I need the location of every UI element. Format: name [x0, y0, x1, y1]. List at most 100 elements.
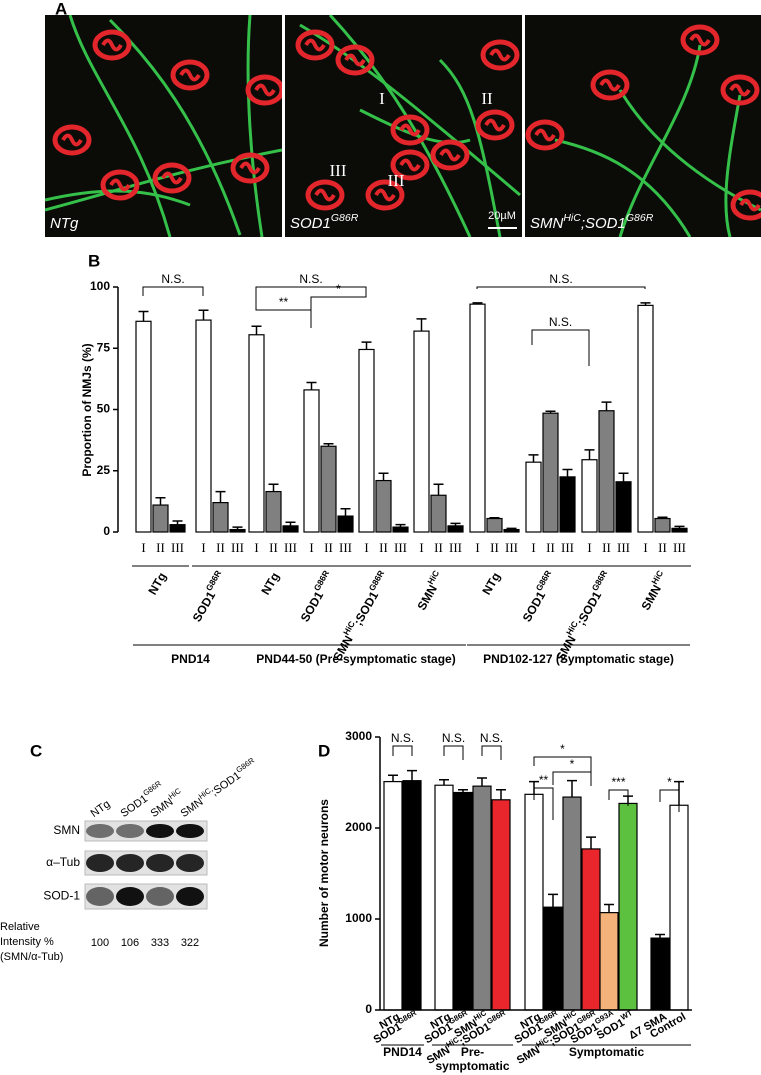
stage-label: PND102-127 (Symptomatic stage): [483, 652, 674, 666]
x-tick-label: SMNHiC: [412, 569, 447, 613]
intensity-value: 322: [181, 937, 199, 949]
bar: [559, 476, 576, 533]
x-tick-label: NTg: [259, 570, 283, 597]
significance-label: N.S.: [391, 731, 414, 745]
error-bar: [198, 309, 209, 321]
nmj: [295, 29, 335, 61]
blot-band: [116, 824, 144, 838]
significance-bracket: [255, 297, 312, 328]
nmj: [61, 133, 83, 147]
bar: [375, 479, 392, 533]
intensity-label: (SMN/α-Tub): [0, 951, 63, 963]
nmj: [92, 29, 132, 61]
bar: [402, 780, 422, 1011]
error-bar: [361, 341, 372, 350]
series-label: III: [617, 540, 630, 555]
nmj: [730, 189, 761, 221]
bar: [599, 912, 619, 1011]
nmj: [390, 149, 430, 181]
column-label-part: G86R: [234, 755, 256, 774]
bar: [229, 528, 246, 533]
axon: [554, 138, 692, 237]
nmj: [161, 171, 183, 185]
image-label-part: SMN: [530, 215, 564, 232]
nmj: [52, 124, 92, 156]
blot-band: [116, 854, 144, 872]
error-bar: [601, 401, 612, 411]
column-label-part: HiC: [167, 786, 183, 801]
panel-letter: D: [318, 741, 330, 760]
y-axis-title: Number of motor neurons: [317, 799, 331, 947]
series-label: III: [449, 540, 462, 555]
x-tick-label-part: G86R: [312, 569, 332, 593]
image-label-part: G86R: [331, 212, 359, 224]
significance-bracket: [531, 329, 590, 366]
x-tick-label-part: SOD1: [520, 589, 549, 625]
nmj: [534, 128, 556, 142]
image-label: SMNHiC;SOD1G86R: [530, 212, 654, 232]
nmj: [335, 44, 375, 76]
series-label: I: [531, 540, 535, 555]
nmj: [374, 188, 396, 202]
axon: [246, 15, 264, 237]
significance-label: N.S.: [480, 731, 503, 745]
nmj: [344, 53, 366, 67]
series-label: III: [394, 540, 407, 555]
bar: [447, 525, 464, 533]
nmj: [680, 24, 720, 56]
nmj: [689, 33, 711, 47]
error-bar: [439, 779, 449, 786]
image-label: SOD1G86R: [290, 212, 359, 232]
nmj: [599, 78, 621, 92]
intensity-value: 106: [121, 937, 139, 949]
error-bar: [407, 769, 417, 781]
micrograph-content: [45, 15, 282, 237]
stage-label: PND44-50 (Pre-symptomatic stage): [256, 652, 455, 666]
axon: [45, 189, 191, 207]
intensity-label: Relative: [0, 921, 40, 933]
series-label: II: [156, 540, 165, 555]
column-label: NTg: [89, 798, 113, 820]
series-label: II: [216, 540, 225, 555]
nmj-class-label: I: [379, 89, 385, 108]
series-label: II: [602, 540, 611, 555]
y-tick-label: 75: [97, 340, 111, 354]
nmj-class-label: III: [330, 161, 347, 180]
panel-letter: B: [88, 251, 100, 270]
nmj-class-label: III: [388, 171, 405, 190]
significance-bracket: [476, 286, 646, 289]
error-bar: [567, 779, 577, 798]
x-tick-label-part: HiC: [649, 569, 665, 587]
column-label-part: NTg: [89, 798, 113, 820]
y-tick-label: 50: [97, 402, 111, 416]
blot-band: [86, 887, 114, 906]
x-tick-label-part: G86R: [204, 569, 224, 593]
blot-band: [146, 824, 174, 838]
nmj: [100, 169, 140, 201]
nmj: [179, 68, 201, 82]
bar: [525, 461, 542, 533]
bar: [598, 410, 615, 533]
error-bar: [477, 777, 487, 787]
significance-bracket: [481, 745, 502, 760]
bar: [543, 906, 563, 1011]
bar: [303, 389, 320, 533]
significance-label: **: [279, 295, 289, 309]
stage-label: Pre-: [461, 1045, 484, 1059]
row-label: SOD-1: [43, 889, 80, 903]
blot-band: [146, 854, 174, 872]
significance-label: N.S.: [161, 272, 184, 286]
axon: [618, 89, 761, 212]
significance-label: N.S.: [299, 272, 322, 286]
bar: [453, 791, 473, 1011]
significance-label: N.S.: [442, 731, 465, 745]
nmj: [399, 158, 421, 172]
series-label: I: [201, 540, 205, 555]
bar: [337, 515, 354, 533]
series-label: I: [254, 540, 258, 555]
nmj: [245, 74, 282, 106]
blot-band: [176, 854, 204, 872]
x-tick-label-part: SMN: [415, 583, 440, 613]
significance-bracket: [533, 756, 592, 775]
x-tick-label-part: ;SOD1: [574, 589, 605, 628]
